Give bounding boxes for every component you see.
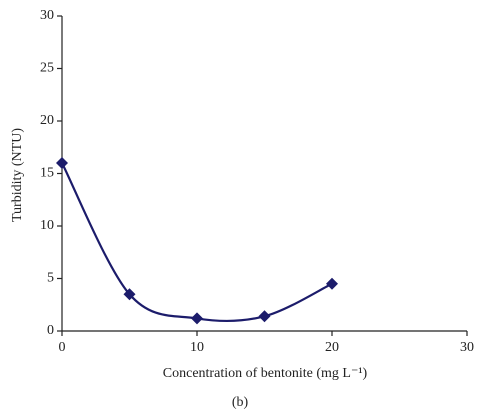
marker [123,288,136,301]
x-tick-label: 0 [59,340,66,355]
x-axis-label: Concentration of bentonite (mg L⁻¹) [163,366,368,381]
y-tick-label: 5 [47,271,54,286]
x-tick-label: 10 [190,340,204,355]
marker [56,157,68,169]
y-tick-label: 20 [40,113,54,128]
line [61,162,333,323]
y-tick-label: 15 [40,166,54,181]
y-tick-label: 10 [40,218,54,233]
marker [258,310,271,323]
x-tick-label: 20 [325,340,339,355]
y-tick-label: 0 [47,323,54,338]
marker [191,312,203,325]
x-tick-label: 30 [460,340,474,355]
marker [326,277,338,290]
caption: (b) [232,395,249,410]
y-tick-label: 25 [40,61,54,76]
y-axis-label: Turbidity (NTU) [10,128,25,222]
y-tick-label: 30 [40,8,54,23]
